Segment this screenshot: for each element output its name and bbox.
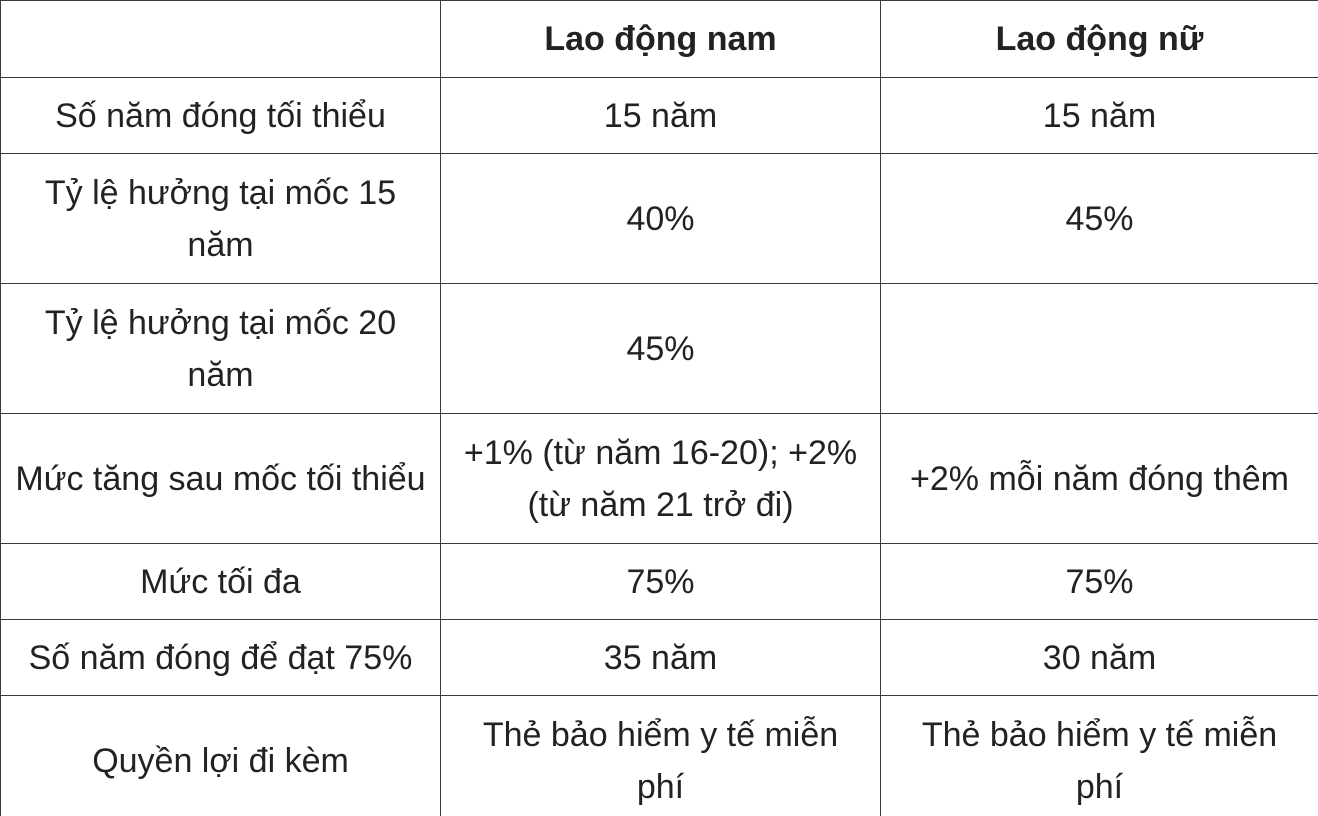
- table-cell: +2% mỗi năm đóng thêm: [880, 413, 1318, 544]
- row-label: Số năm đóng để đạt 75%: [0, 619, 441, 696]
- table-cell: 45%: [880, 153, 1318, 284]
- row-label: Mức tối đa: [0, 543, 441, 620]
- table-row: Tỷ lệ hưởng tại mốc 20 năm 45%: [0, 283, 1318, 414]
- table-head: Lao động nam Lao động nữ: [0, 0, 1318, 78]
- row-label: Mức tăng sau mốc tối thiểu: [0, 413, 441, 544]
- table-row: Tỷ lệ hưởng tại mốc 15 năm 40% 45%: [0, 153, 1318, 284]
- table-cell: [880, 283, 1318, 414]
- table-cell: 30 năm: [880, 619, 1318, 696]
- table-row: Số năm đóng tối thiểu 15 năm 15 năm: [0, 77, 1318, 154]
- table-row: Số năm đóng để đạt 75% 35 năm 30 năm: [0, 619, 1318, 696]
- row-label: Số năm đóng tối thiểu: [0, 77, 441, 154]
- header-row: Lao động nam Lao động nữ: [0, 0, 1318, 78]
- table-cell: 45%: [440, 283, 881, 414]
- table-cell: Thẻ bảo hiểm y tế miễn phí: [880, 695, 1318, 816]
- row-label: Tỷ lệ hưởng tại mốc 20 năm: [0, 283, 441, 414]
- table-cell: 40%: [440, 153, 881, 284]
- table-row: Mức tối đa 75% 75%: [0, 543, 1318, 620]
- table-cell: 35 năm: [440, 619, 881, 696]
- row-label: Quyền lợi đi kèm: [0, 695, 441, 816]
- table-cell: 75%: [440, 543, 881, 620]
- table-cell: Thẻ bảo hiểm y tế miễn phí: [440, 695, 881, 816]
- table-row: Mức tăng sau mốc tối thiểu +1% (từ năm 16…: [0, 413, 1318, 544]
- row-label: Tỷ lệ hưởng tại mốc 15 năm: [0, 153, 441, 284]
- table-row: Quyền lợi đi kèm Thẻ bảo hiểm y tế miễn p…: [0, 695, 1318, 816]
- table-cell: 15 năm: [440, 77, 881, 154]
- header-cell: Lao động nữ: [880, 0, 1318, 78]
- table-cell: +1% (từ năm 16-20); +2% (từ năm 21 trở đ…: [440, 413, 881, 544]
- table-body: Số năm đóng tối thiểu 15 năm 15 năm Tỷ lệ h…: [0, 77, 1318, 816]
- table-cell: 75%: [880, 543, 1318, 620]
- header-cell: Lao động nam: [440, 0, 881, 78]
- header-cell: [0, 0, 441, 78]
- table-cell: 15 năm: [880, 77, 1318, 154]
